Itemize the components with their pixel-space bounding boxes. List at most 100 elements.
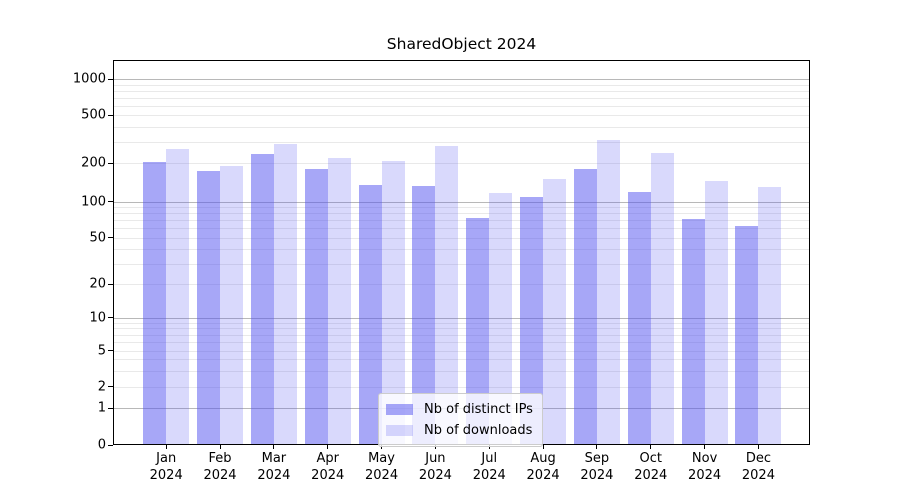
y-tick-mark-1 bbox=[108, 407, 113, 409]
gridline-minor-50 bbox=[113, 237, 810, 239]
gridline-minor-30 bbox=[113, 263, 810, 265]
gridline-minor-800 bbox=[113, 90, 810, 92]
bar-distinct-ips-may bbox=[358, 184, 382, 445]
bar-distinct-ips-apr bbox=[304, 168, 328, 445]
y-tick-mark-500 bbox=[108, 114, 113, 116]
gridline-minor-900 bbox=[113, 84, 810, 86]
gridline-major-100 bbox=[113, 201, 810, 203]
gridline-minor-500 bbox=[113, 115, 810, 116]
bar-downloads-jul bbox=[489, 193, 513, 445]
bar-distinct-ips-jan bbox=[143, 161, 167, 445]
x-tick-label-jun: Jun 2024 bbox=[418, 451, 452, 483]
x-tick-label-oct: Oct 2024 bbox=[634, 451, 668, 483]
bar-downloads-sep bbox=[596, 140, 620, 445]
y-tick-mark-1000 bbox=[108, 78, 113, 80]
x-tick-label-nov: Nov 2024 bbox=[688, 451, 722, 483]
x-tick-label-aug: Aug 2024 bbox=[526, 451, 560, 483]
x-tick-mark-aug bbox=[542, 445, 544, 449]
y-tick-label-1: 1 bbox=[97, 400, 106, 416]
gridline-minor-80 bbox=[113, 213, 810, 215]
bar-distinct-ips-feb bbox=[197, 170, 221, 445]
gridline-minor-4 bbox=[113, 359, 810, 361]
y-tick-mark-2 bbox=[108, 386, 113, 388]
x-tick-label-dec: Dec 2024 bbox=[741, 451, 775, 483]
y-tick-mark-200 bbox=[108, 162, 113, 164]
gridline-major-10 bbox=[113, 317, 810, 319]
legend-label-distinct-ips: Nb of distinct IPs bbox=[424, 402, 533, 417]
y-tick-label-100: 100 bbox=[81, 194, 106, 210]
legend: Nb of distinct IPs Nb of downloads bbox=[378, 393, 543, 447]
bar-distinct-ips-oct bbox=[627, 191, 651, 445]
y-tick-label-0: 0 bbox=[97, 437, 106, 453]
bar-distinct-ips-jul bbox=[466, 218, 490, 445]
bar-distinct-ips-aug bbox=[520, 197, 544, 445]
bar-downloads-nov bbox=[704, 180, 728, 445]
bar-downloads-aug bbox=[543, 179, 567, 445]
x-tick-label-feb: Feb 2024 bbox=[203, 451, 237, 483]
bar-distinct-ips-dec bbox=[735, 225, 759, 445]
x-tick-mark-may bbox=[381, 445, 383, 449]
x-tick-mark-sep bbox=[596, 445, 598, 449]
x-tick-mark-mar bbox=[273, 445, 275, 449]
gridline-minor-5 bbox=[113, 350, 810, 352]
gridline-minor-40 bbox=[113, 249, 810, 251]
y-tick-label-1000: 1000 bbox=[72, 71, 106, 87]
x-tick-label-jul: Jul 2024 bbox=[472, 451, 506, 483]
x-tick-mark-oct bbox=[650, 445, 652, 449]
chart-title: SharedObject 2024 bbox=[386, 35, 537, 53]
x-tick-label-mar: Mar 2024 bbox=[257, 451, 291, 483]
gridline-minor-400 bbox=[113, 126, 810, 128]
gridline-minor-6 bbox=[113, 342, 810, 344]
x-tick-mark-jul bbox=[488, 445, 490, 449]
gridline-minor-70 bbox=[113, 220, 810, 222]
bar-downloads-dec bbox=[758, 186, 782, 445]
y-tick-label-20: 20 bbox=[89, 276, 106, 292]
gridline-minor-200 bbox=[113, 163, 810, 165]
y-tick-mark-0 bbox=[108, 444, 113, 446]
bar-distinct-ips-jun bbox=[412, 185, 436, 445]
plot-area bbox=[113, 60, 810, 445]
bar-downloads-feb bbox=[220, 166, 244, 445]
x-tick-mark-feb bbox=[219, 445, 221, 449]
y-tick-label-10: 10 bbox=[89, 310, 106, 326]
y-tick-mark-20 bbox=[108, 283, 113, 285]
x-tick-mark-jan bbox=[165, 445, 167, 449]
gridline-minor-300 bbox=[113, 141, 810, 143]
y-tick-label-2: 2 bbox=[97, 379, 106, 395]
gridline-minor-8 bbox=[113, 328, 810, 330]
legend-item-distinct-ips: Nb of distinct IPs bbox=[386, 399, 533, 420]
gridline-minor-700 bbox=[113, 97, 810, 99]
bar-distinct-ips-nov bbox=[681, 218, 705, 445]
bar-downloads-jun bbox=[435, 146, 459, 445]
x-tick-mark-apr bbox=[327, 445, 329, 449]
y-tick-label-200: 200 bbox=[81, 155, 106, 171]
bar-distinct-ips-mar bbox=[250, 153, 274, 445]
gridline-minor-7 bbox=[113, 334, 810, 336]
y-tick-label-500: 500 bbox=[81, 107, 106, 123]
legend-item-downloads: Nb of downloads bbox=[386, 420, 533, 441]
legend-swatch-distinct-ips bbox=[386, 404, 413, 415]
y-tick-mark-10 bbox=[108, 317, 113, 319]
bar-downloads-oct bbox=[650, 152, 674, 445]
x-tick-label-sep: Sep 2024 bbox=[580, 451, 614, 483]
gridline-minor-20 bbox=[113, 284, 810, 286]
y-tick-mark-100 bbox=[108, 201, 113, 203]
gridline-minor-2 bbox=[113, 386, 810, 388]
x-tick-mark-nov bbox=[704, 445, 706, 449]
gridline-minor-600 bbox=[113, 105, 810, 107]
gridline-minor-9 bbox=[113, 322, 810, 324]
gridline-minor-90 bbox=[113, 207, 810, 209]
bar-distinct-ips-sep bbox=[573, 169, 597, 445]
gridline-minor-60 bbox=[113, 228, 810, 230]
legend-label-downloads: Nb of downloads bbox=[424, 423, 533, 438]
x-tick-label-may: May 2024 bbox=[365, 451, 399, 483]
x-tick-label-apr: Apr 2024 bbox=[311, 451, 345, 483]
x-tick-mark-jun bbox=[434, 445, 436, 449]
bar-downloads-apr bbox=[327, 158, 351, 445]
y-tick-label-50: 50 bbox=[89, 230, 106, 246]
bar-downloads-may bbox=[381, 161, 405, 445]
bar-downloads-jan bbox=[166, 148, 190, 445]
x-tick-label-jan: Jan 2024 bbox=[149, 451, 183, 483]
legend-swatch-downloads bbox=[386, 425, 413, 436]
